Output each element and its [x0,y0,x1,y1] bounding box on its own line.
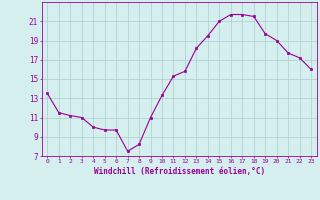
X-axis label: Windchill (Refroidissement éolien,°C): Windchill (Refroidissement éolien,°C) [94,167,265,176]
